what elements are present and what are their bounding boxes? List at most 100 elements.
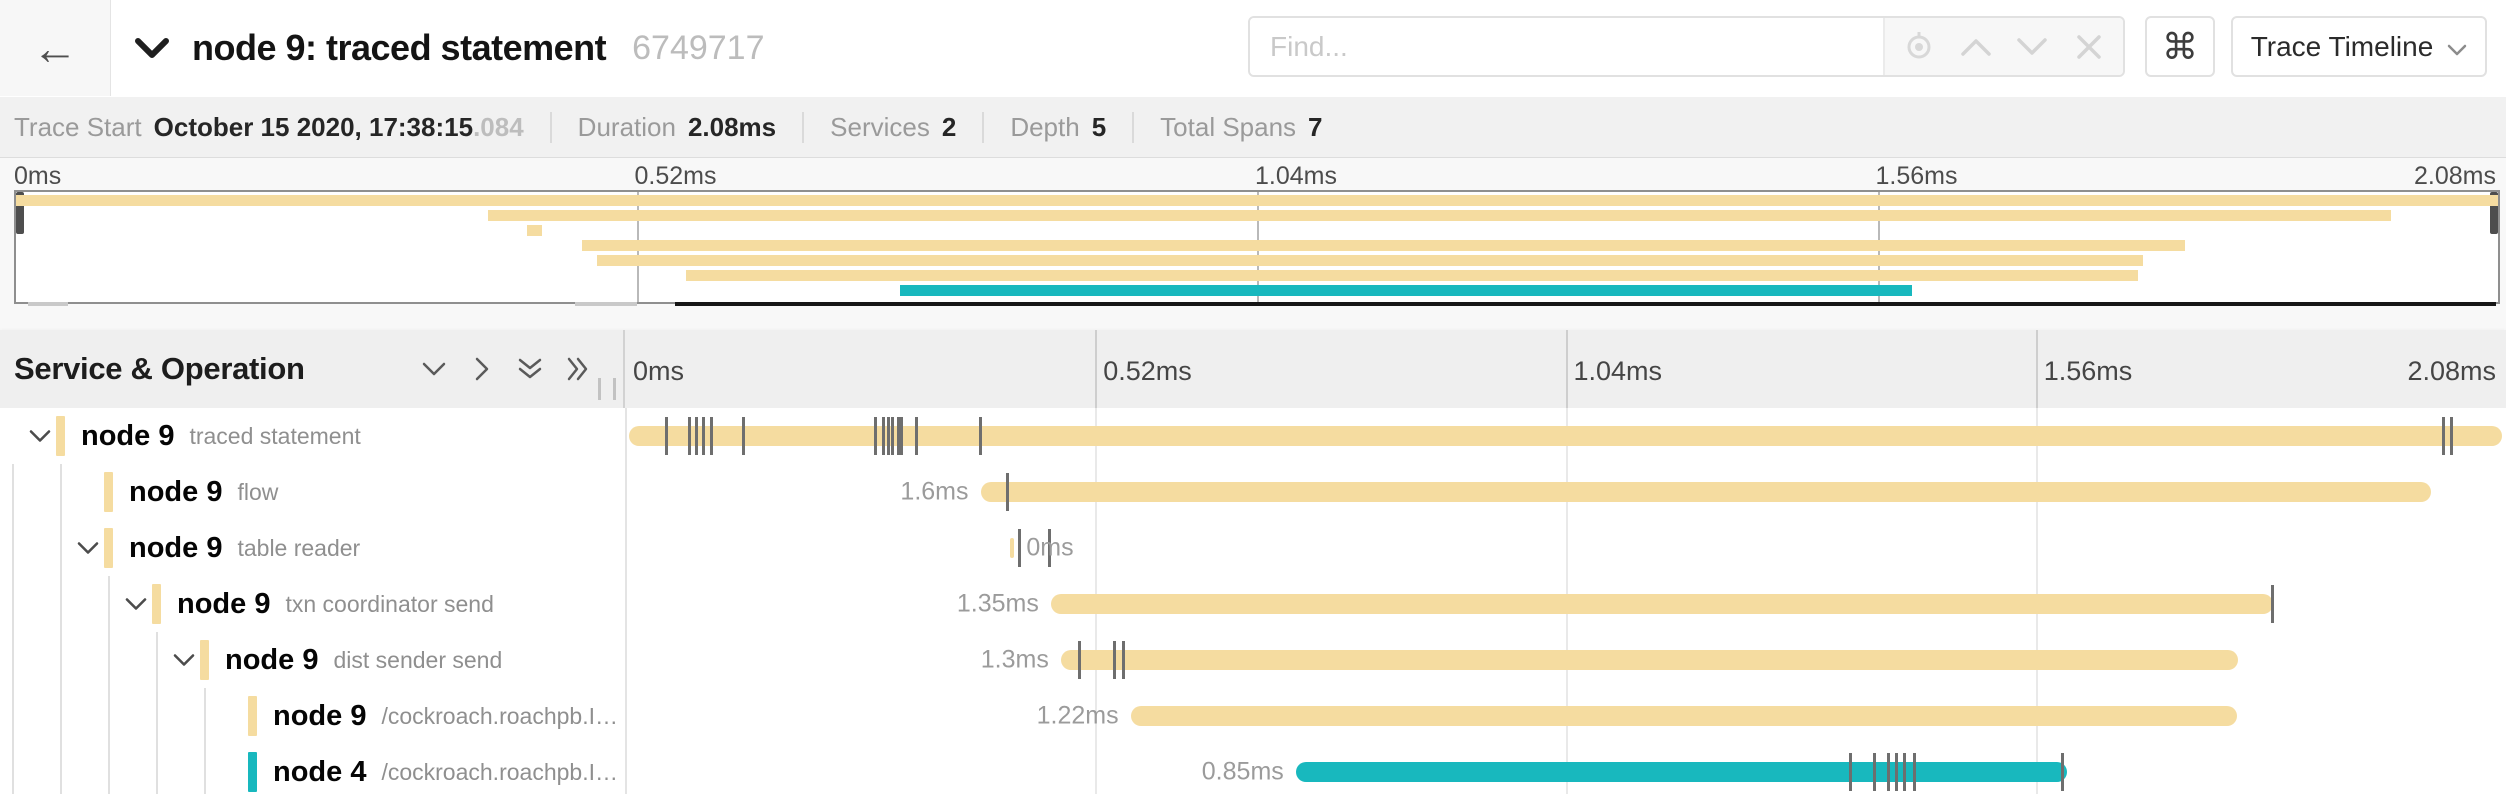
span-name-cell[interactable]: node 4/cockroach.roachpb.I… [0,744,625,794]
log-event-tick [899,417,903,455]
span-name-cell[interactable]: node 9 table reader [0,520,625,576]
view-dropdown-label: Trace Timeline [2250,30,2434,62]
page-title: node 9: traced statement [192,27,607,68]
tree-indent-guide [60,744,62,794]
span-row: node 9 flow 1.6ms [0,464,2506,520]
log-event-tick [1887,753,1891,791]
minimap-axis: 0ms 0.52ms 1.04ms 1.56ms 2.08ms [14,162,2496,190]
tree-indent-guide [60,464,62,520]
span-duration-label: 1.22ms [1036,701,1119,730]
log-event-tick [741,417,745,455]
log-event-tick [1895,753,1899,791]
expand-all-icon[interactable] [564,355,592,383]
log-event-tick [1873,753,1877,791]
tree-controls [420,330,592,408]
service-color-chip [248,752,257,792]
minimap-left-scrubber[interactable] [16,192,24,234]
summary-item: Services 2 [830,111,985,143]
span-name-cell[interactable]: node 9 txn coordinator send [0,576,625,632]
tree-indent-guide [156,744,158,794]
operation-name: txn coordinator send [285,590,494,617]
span-duration-bar[interactable] [1009,538,1015,558]
minimap-span-bar [899,285,1913,296]
span-duration-bar[interactable] [1295,762,2067,782]
tree-indent-guide [12,744,14,794]
log-event-tick [1077,641,1081,679]
tree-indent-guide [156,632,158,688]
find-prev-icon[interactable] [1954,25,1998,69]
expand-one-icon[interactable] [468,355,496,383]
tree-indent-guide [12,464,14,520]
summary-label: Depth [1010,111,1080,142]
operation-name: /cockroach.roachpb.I… [381,702,618,729]
span-name-cell[interactable]: node 9 flow [0,464,625,520]
log-event-tick [1913,753,1917,791]
span-duration-bar[interactable] [980,482,2431,502]
find-next-icon[interactable] [2010,25,2054,69]
log-event-tick [873,417,877,455]
timeline-axis-label: 0.52ms [1103,356,1192,386]
command-icon: ⌘ [2162,25,2198,67]
service-color-chip [104,472,113,512]
log-event-tick [2061,753,2065,791]
span-duration-bar[interactable] [1060,650,2239,670]
minimap-span-bar [16,195,2498,206]
span-row: node 9/cockroach.roachpb.I… 1.22ms [0,688,2506,744]
span-timeline-cell: 0.85ms [625,744,2506,794]
summary-label: Total Spans [1160,111,1297,142]
log-event-tick [701,417,705,455]
top-bar: ← node 9: traced statement 6749717 [0,0,2506,98]
span-name: node 4/cockroach.roachpb.I… [273,744,618,794]
log-event-tick [978,417,982,455]
view-dropdown-button[interactable]: Trace Timeline [2231,16,2487,77]
minimap-axis-label: 1.56ms [1875,162,1958,190]
column-resizer-handle[interactable] [598,378,616,400]
column-divider [625,408,627,794]
find-suffix [1883,18,2123,75]
collapse-all-icon[interactable] [516,355,544,383]
summary-label: Trace Start [14,111,142,142]
expand-chevron-icon[interactable] [28,429,52,444]
span-name-cell[interactable]: node 9/cockroach.roachpb.I… [0,688,625,744]
minimap-canvas[interactable] [14,190,2500,304]
back-button[interactable]: ← [0,0,111,96]
trace-minimap-section: 0ms 0.52ms 1.04ms 1.56ms 2.08ms [0,158,2506,330]
expand-chevron-icon[interactable] [172,653,196,668]
span-timeline-cell: 1.6ms [625,464,2506,520]
summary-value-suffix: .084 [473,111,524,142]
span-duration-bar[interactable] [1130,706,2237,726]
span-duration-bar[interactable] [628,426,2503,446]
keyboard-shortcuts-button[interactable]: ⌘ [2145,16,2215,77]
summary-value: October 15 2020, 17:38:15 [153,111,474,142]
minimap-right-scrubber[interactable] [2490,192,2498,234]
span-timeline-cell: 1.22ms [625,688,2506,744]
locate-icon[interactable] [1897,25,1941,69]
service-name: node 9 [129,531,223,564]
span-duration-label: 0.85ms [1201,757,1284,786]
tree-indent-guide [12,576,14,632]
timeline-axis-label: 1.56ms [2043,356,2133,386]
collapse-one-icon[interactable] [420,355,448,383]
span-name: node 9 dist sender send [225,632,502,688]
find-input[interactable] [1250,18,1883,75]
span-duration-bar[interactable] [1050,594,2273,614]
expand-chevron-icon[interactable] [124,597,148,612]
service-color-chip [200,640,209,680]
collapse-trace-chevron-icon[interactable] [134,37,170,59]
span-name-cell[interactable]: node 9 traced statement [0,408,625,464]
service-name: node 9 [177,587,271,620]
expand-chevron-icon[interactable] [76,541,100,556]
trace-id: 6749717 [632,28,765,67]
summary-item: Depth 5 [1010,111,1135,143]
tree-indent-guide [12,632,14,688]
minimap-scroll-indicator[interactable] [675,302,2496,306]
summary-value: 5 [1091,111,1107,142]
span-name-cell[interactable]: node 9 dist sender send [0,632,625,688]
service-name: node 9 [81,419,175,452]
tree-indent-guide [156,688,158,744]
tree-indent-guide [204,688,206,744]
clear-find-icon[interactable] [2067,25,2111,69]
tree-indent-guide [108,632,110,688]
minimap-axis-label: 0ms [14,162,62,190]
operation-name: /cockroach.roachpb.I… [381,758,618,785]
